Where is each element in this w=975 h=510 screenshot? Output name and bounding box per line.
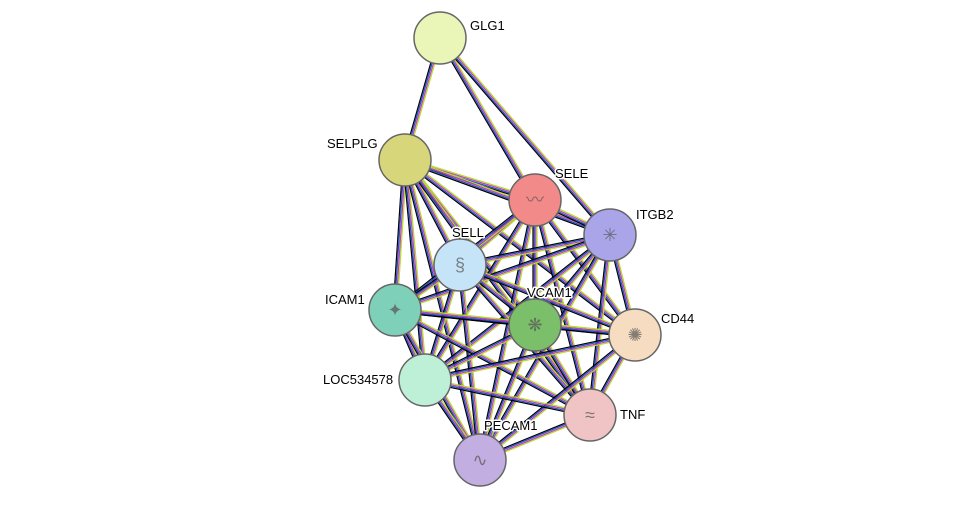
- node-pecam1[interactable]: ∿ PECAM1: [454, 418, 537, 486]
- node-label: ICAM1: [325, 292, 365, 307]
- node-label: SELPLG: [327, 136, 378, 151]
- node-icam1[interactable]: ✦ ICAM1: [325, 284, 421, 336]
- node-label: SELE: [555, 166, 589, 181]
- structure-icon: ✳: [602, 225, 617, 245]
- structure-icon: ≈: [585, 405, 595, 425]
- structure-icon: ✺: [627, 325, 642, 345]
- network-graph: GLG1 SELPLG 〰 SELE ✳ ITGB2 § SELL ✦ ICAM1 ❋ VCAM1 ✺ C…: [0, 0, 975, 510]
- node-label: VCAM1: [527, 285, 572, 300]
- node-cd44[interactable]: ✺ CD44: [609, 309, 694, 361]
- node-label: LOC534578: [323, 372, 393, 387]
- node-circle[interactable]: [399, 354, 451, 406]
- structure-icon: §: [455, 255, 465, 275]
- structure-icon: 〰: [526, 190, 544, 210]
- node-selplg[interactable]: SELPLG: [327, 134, 431, 186]
- node-label: CD44: [661, 311, 694, 326]
- node-label: GLG1: [470, 18, 505, 33]
- node-label: PECAM1: [484, 418, 537, 433]
- structure-icon: ✦: [387, 300, 402, 320]
- node-label: SELL: [452, 225, 484, 240]
- node-glg1[interactable]: GLG1: [414, 12, 505, 64]
- node-circle[interactable]: [379, 134, 431, 186]
- edge: [441, 38, 536, 200]
- node-tnf[interactable]: ≈ TNF: [564, 389, 645, 441]
- node-label: ITGB2: [636, 207, 674, 222]
- node-label: TNF: [620, 407, 645, 422]
- structure-icon: ❋: [527, 315, 542, 335]
- structure-icon: ∿: [472, 450, 487, 470]
- node-itgb2[interactable]: ✳ ITGB2: [584, 207, 674, 261]
- node-circle[interactable]: [414, 12, 466, 64]
- node-loc534578[interactable]: LOC534578: [323, 354, 451, 406]
